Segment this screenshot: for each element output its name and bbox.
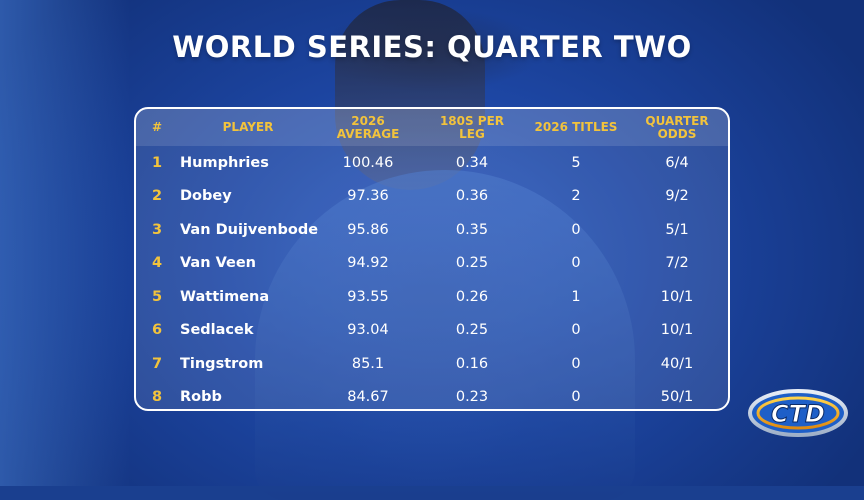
cell-titles: 0 <box>571 389 581 406</box>
cell-average: 84.67 <box>347 389 389 406</box>
cell-180s-per-leg: 0.36 <box>455 188 489 205</box>
header-average: 2026 AVERAGE <box>318 109 418 146</box>
cell-rank: 7 <box>151 355 163 372</box>
table-row: 1 Humphries 100.46 0.34 5 6/4 <box>136 146 728 180</box>
cell-player: Van Duijvenbode <box>180 221 319 238</box>
cell-average: 85.1 <box>351 355 385 372</box>
header-player: PLAYER <box>222 120 274 134</box>
table-row: 8 Robb 84.67 0.23 0 50/1 <box>136 381 728 410</box>
header-180s-per-leg: 180S PER LEG <box>418 109 526 146</box>
background-glow <box>0 0 130 486</box>
cell-odds: 7/2 <box>665 255 689 272</box>
cell-180s-per-leg: 0.26 <box>455 288 489 305</box>
cell-odds: 6/4 <box>665 154 689 171</box>
cell-average: 97.36 <box>347 188 389 205</box>
table-row: 6 Sedlacek 93.04 0.25 0 10/1 <box>136 314 728 348</box>
cell-odds: 10/1 <box>660 288 694 305</box>
header-odds-line1: QUARTER <box>645 113 709 128</box>
cell-180s-per-leg: 0.16 <box>455 355 489 372</box>
table-header: # PLAYER 2026 AVERAGE 180S PER LEG 2026 … <box>136 109 728 146</box>
cell-180s-per-leg: 0.34 <box>455 154 489 171</box>
stats-table: # PLAYER 2026 AVERAGE 180S PER LEG 2026 … <box>134 107 730 411</box>
cell-titles: 0 <box>571 221 581 238</box>
cell-titles: 0 <box>571 255 581 272</box>
table-row: 5 Wattimena 93.55 0.26 1 10/1 <box>136 280 728 314</box>
cell-player: Van Veen <box>180 255 257 272</box>
cell-average: 93.55 <box>347 288 389 305</box>
page-title: WORLD SERIES: QUARTER TWO <box>172 30 692 64</box>
cell-titles: 0 <box>571 322 581 339</box>
cell-player: Robb <box>180 389 222 406</box>
header-rank: # <box>151 120 163 134</box>
header-per-leg-line1: 180S PER <box>439 113 505 128</box>
cell-rank: 2 <box>151 188 163 205</box>
header-average-line1: 2026 <box>351 113 385 128</box>
cell-180s-per-leg: 0.35 <box>455 221 489 238</box>
cell-rank: 5 <box>151 288 163 305</box>
table-row: 3 Van Duijvenbode 95.86 0.35 0 5/1 <box>136 213 728 247</box>
cell-player: Sedlacek <box>180 322 254 339</box>
cell-180s-per-leg: 0.23 <box>455 389 489 406</box>
cell-odds: 50/1 <box>660 389 694 406</box>
header-odds-line2: ODDS <box>657 126 697 141</box>
cell-rank: 1 <box>151 154 163 171</box>
header-titles: 2026 TITLES <box>534 120 618 134</box>
logo-lettering: CTD <box>771 400 825 428</box>
table-row: 2 Dobey 97.36 0.36 2 9/2 <box>136 180 728 214</box>
ctd-logo: CTD <box>748 389 848 437</box>
header-odds: QUARTER ODDS <box>626 109 728 146</box>
cell-player: Humphries <box>180 154 269 171</box>
cell-average: 100.46 <box>342 154 394 171</box>
cell-odds: 10/1 <box>660 322 694 339</box>
player-silhouette-head <box>335 0 485 190</box>
cell-odds: 5/1 <box>665 221 689 238</box>
cell-odds: 40/1 <box>660 355 694 372</box>
cell-player: Dobey <box>180 188 232 205</box>
cell-rank: 6 <box>151 322 163 339</box>
cell-rank: 3 <box>151 221 163 238</box>
cell-titles: 0 <box>571 355 581 372</box>
cell-player: Tingstrom <box>180 355 264 372</box>
cell-180s-per-leg: 0.25 <box>455 322 489 339</box>
cell-180s-per-leg: 0.25 <box>455 255 489 272</box>
cell-average: 93.04 <box>347 322 389 339</box>
cell-titles: 2 <box>571 188 581 205</box>
header-per-leg-line2: LEG <box>459 126 485 141</box>
cell-average: 94.92 <box>347 255 389 272</box>
header-average-line2: AVERAGE <box>336 126 400 141</box>
cell-average: 95.86 <box>347 221 389 238</box>
cell-titles: 1 <box>571 288 581 305</box>
cell-odds: 9/2 <box>665 188 689 205</box>
cell-rank: 8 <box>151 389 163 406</box>
table-row: 4 Van Veen 94.92 0.25 0 7/2 <box>136 247 728 281</box>
player-silhouette-body <box>255 170 635 500</box>
cell-rank: 4 <box>151 255 163 272</box>
cell-player: Wattimena <box>180 288 270 305</box>
cell-titles: 5 <box>571 154 581 171</box>
table-row: 7 Tingstrom 85.1 0.16 0 40/1 <box>136 347 728 381</box>
